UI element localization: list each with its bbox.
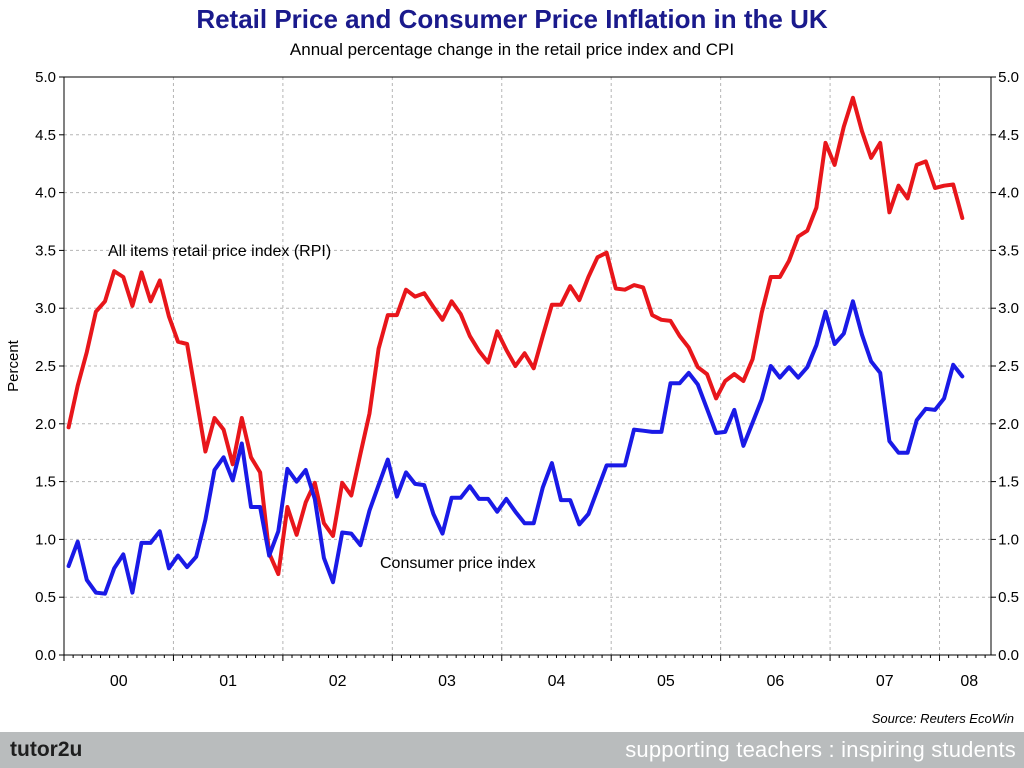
y-tick-label: 2.5 (998, 358, 1019, 375)
x-tick-label: 07 (876, 673, 894, 690)
y-tick-label: 4.0 (998, 185, 1019, 202)
footer-tagline: supporting teachers : inspiring students (625, 737, 1016, 762)
footer-bar: tutor2u supporting teachers : inspiring … (0, 732, 1024, 768)
chart-subtitle: Annual percentage change in the retail p… (289, 40, 735, 59)
y-tick-label: 2.0 (35, 416, 56, 433)
y-axis-right-labels: 0.0 0.5 1.0 1.5 2.0 2.5 3.0 3.5 4.0 4.5 5.0 (998, 69, 1019, 664)
x-tick-label: 02 (329, 673, 347, 690)
y-axis-left-labels: 0.0 0.5 1.0 1.5 2.0 2.5 3.0 3.5 4.0 4.5 5.0 (35, 69, 56, 664)
x-tick-label: 03 (438, 673, 456, 690)
y-tick-label: 3.0 (35, 300, 56, 317)
line-chart: 0.0 0.5 1.0 1.5 2.0 2.5 3.0 3.5 4.0 4.5 5.0 0.0 0.5… (5, 69, 1019, 690)
y-tick-label: 3.0 (998, 300, 1019, 317)
x-tick-label: 06 (766, 673, 784, 690)
series-lines (66, 95, 965, 596)
y-tick-label: 3.5 (998, 242, 1019, 259)
x-tick-label: 00 (110, 673, 128, 690)
axis-ticks (59, 76, 996, 661)
y-tick-label: 0.5 (998, 589, 1019, 606)
y-tick-label: 3.5 (35, 242, 56, 259)
y-tick-label: 1.5 (35, 474, 56, 491)
y-tick-label: 1.0 (998, 531, 1019, 548)
y-tick-label: 2.5 (35, 358, 56, 375)
y-axis-title: Percent (5, 339, 22, 392)
y-tick-label: 4.5 (998, 127, 1019, 144)
brand-logo-text[interactable]: tutor2u (10, 738, 83, 761)
source-note: Source: Reuters EcoWin (871, 711, 1014, 726)
rpi-series-label: All items retail price index (RPI) (108, 243, 331, 260)
x-tick-label: 01 (219, 673, 237, 690)
y-tick-label: 4.5 (35, 127, 56, 144)
y-tick-label: 1.0 (35, 531, 56, 548)
gridlines (64, 77, 991, 655)
y-tick-label: 2.0 (998, 416, 1019, 433)
rpi-line (66, 95, 965, 577)
y-tick-label: 4.0 (35, 185, 56, 202)
y-tick-label: 5.0 (998, 69, 1019, 86)
cpi-line (66, 299, 965, 596)
y-tick-label: 0.5 (35, 589, 56, 606)
chart-title: Retail Price and Consumer Price Inflatio… (196, 4, 828, 34)
cpi-series-label: Consumer price index (380, 555, 536, 572)
y-tick-label: 0.0 (35, 647, 56, 664)
x-axis-year-labels: 00 01 02 03 04 05 06 07 08 (110, 673, 978, 690)
x-tick-label: 04 (548, 673, 566, 690)
y-tick-label: 0.0 (998, 647, 1019, 664)
y-tick-label: 5.0 (35, 69, 56, 86)
x-tick-label: 08 (960, 673, 978, 690)
y-tick-label: 1.5 (998, 474, 1019, 491)
x-tick-label: 05 (657, 673, 675, 690)
